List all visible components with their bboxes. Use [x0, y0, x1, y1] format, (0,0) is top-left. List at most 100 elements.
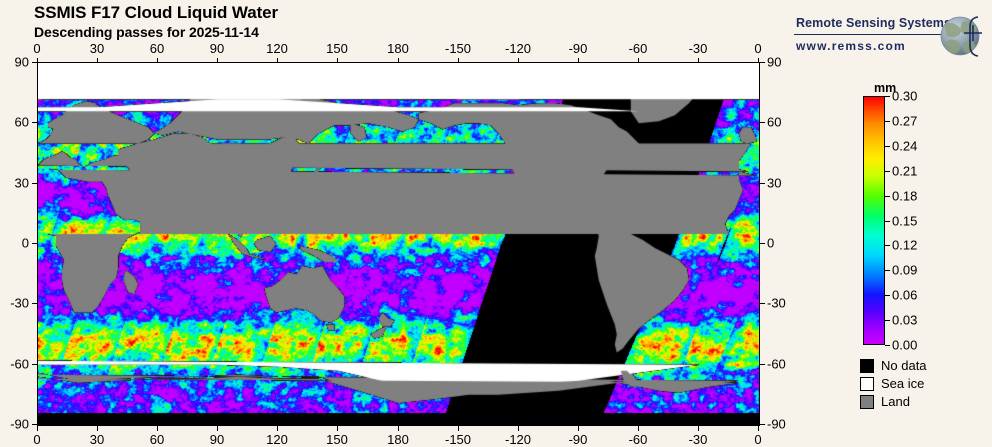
x-axis-label: 30	[89, 432, 105, 447]
x-axis-tick	[758, 58, 759, 63]
x-axis-tick	[638, 426, 639, 431]
y-axis-tick	[760, 303, 765, 304]
x-axis-label: -30	[688, 432, 708, 447]
colorbar-tick-label: 0.12	[892, 237, 918, 253]
brand-divider	[794, 34, 942, 35]
y-axis-tick	[760, 122, 765, 123]
y-axis-label: 90	[14, 54, 29, 70]
map-plot-area[interactable]	[37, 62, 760, 426]
x-axis-label: 60	[149, 41, 165, 56]
x-axis-label: -150	[444, 41, 472, 56]
colorbar-tick-label: 0.06	[892, 287, 918, 303]
colorbar-tick	[885, 171, 890, 172]
x-axis-label: 0	[754, 432, 762, 447]
y-axis-tick	[760, 364, 765, 365]
y-axis-label: 0	[767, 235, 775, 251]
legend-item: Land	[860, 393, 927, 410]
y-axis-label: 60	[767, 114, 782, 130]
x-axis-tick	[518, 426, 519, 431]
x-axis-label: 90	[209, 432, 225, 447]
page-title: SSMIS F17 Cloud Liquid Water	[34, 3, 279, 22]
x-axis-label: 0	[754, 41, 762, 56]
colorbar-tick-label: 0.30	[892, 88, 918, 104]
page-subtitle: Descending passes for 2025-11-14	[34, 23, 259, 40]
x-axis-label: -120	[504, 432, 532, 447]
x-axis-label: 150	[326, 432, 348, 447]
legend-swatch	[860, 358, 874, 373]
x-axis-label: -90	[568, 41, 588, 56]
y-axis-label: 60	[14, 114, 29, 130]
colorbar-tick	[885, 221, 890, 222]
x-axis-tick	[157, 426, 158, 431]
x-axis-tick	[698, 58, 699, 63]
x-axis-label: 180	[387, 432, 409, 447]
colorbar-tick	[885, 146, 890, 147]
x-axis-tick	[698, 426, 699, 431]
x-axis-label: 60	[149, 432, 165, 447]
x-axis-label: -60	[628, 432, 648, 447]
colorbar-unit-label: mm	[874, 81, 897, 95]
legend-label: Land	[881, 394, 910, 409]
y-axis-tick	[760, 62, 765, 63]
y-axis-label: 0	[21, 235, 29, 251]
y-axis-tick	[32, 243, 37, 244]
map-data-layer[interactable]	[38, 63, 759, 425]
y-axis-tick	[32, 183, 37, 184]
map-legend: No data Sea ice Land	[860, 357, 927, 411]
x-axis-label: -60	[628, 41, 648, 56]
y-axis-label: -30	[767, 295, 786, 311]
x-axis-tick	[398, 58, 399, 63]
x-axis-tick	[157, 58, 158, 63]
x-axis-label: 30	[89, 41, 105, 56]
colorbar-tick	[885, 270, 890, 271]
colorbar-tick-label: 0.09	[892, 262, 918, 278]
x-axis-tick	[337, 58, 338, 63]
y-axis-label: -90	[10, 416, 29, 432]
globe-icon	[940, 16, 982, 57]
x-axis-tick	[758, 426, 759, 431]
x-axis-label: 90	[209, 41, 225, 56]
y-axis-label: 90	[767, 54, 782, 70]
colorbar-tick	[885, 320, 890, 321]
brand-name: Remote Sensing Systems	[796, 16, 952, 30]
x-axis-tick	[37, 426, 38, 431]
legend-label: Sea ice	[881, 376, 925, 391]
colorbar-tick-label: 0.18	[892, 188, 918, 204]
legend-label: No data	[881, 358, 927, 373]
title-block: SSMIS F17 Cloud Liquid Water Descending …	[34, 4, 278, 40]
x-axis-label: 120	[266, 41, 288, 56]
x-axis-tick	[578, 58, 579, 63]
colorbar-tick	[885, 121, 890, 122]
y-axis-label: -30	[10, 295, 29, 311]
x-axis-label: 180	[387, 41, 409, 56]
x-axis-tick	[277, 426, 278, 431]
x-axis-tick	[37, 58, 38, 63]
x-axis-label: 120	[266, 432, 288, 447]
colorbar-tick	[885, 345, 890, 346]
colorbar-tick	[885, 295, 890, 296]
x-axis-tick	[217, 426, 218, 431]
y-axis-tick	[760, 183, 765, 184]
colorbar-tick-label: 0.21	[892, 163, 918, 179]
x-axis-tick	[398, 426, 399, 431]
x-axis-label: -30	[688, 41, 708, 56]
y-axis-tick	[32, 424, 37, 425]
x-axis-tick	[337, 426, 338, 431]
legend-item: No data	[860, 357, 927, 374]
legend-swatch	[860, 376, 874, 391]
colorbar-gradient	[863, 96, 885, 345]
brand-logo[interactable]: Remote Sensing Systems www.remss.com	[790, 8, 990, 64]
y-axis-label: -90	[767, 416, 786, 432]
x-axis-label: -120	[504, 41, 532, 56]
colorbar-tick	[885, 96, 890, 97]
x-axis-tick	[458, 426, 459, 431]
x-axis-label: -150	[444, 432, 472, 447]
x-axis-label: -90	[568, 432, 588, 447]
y-axis-label: -60	[10, 356, 29, 372]
y-axis-tick	[32, 364, 37, 365]
x-axis-tick	[518, 58, 519, 63]
colorbar-tick	[885, 245, 890, 246]
legend-swatch	[860, 394, 874, 409]
x-axis-tick	[638, 58, 639, 63]
y-axis-tick	[32, 303, 37, 304]
